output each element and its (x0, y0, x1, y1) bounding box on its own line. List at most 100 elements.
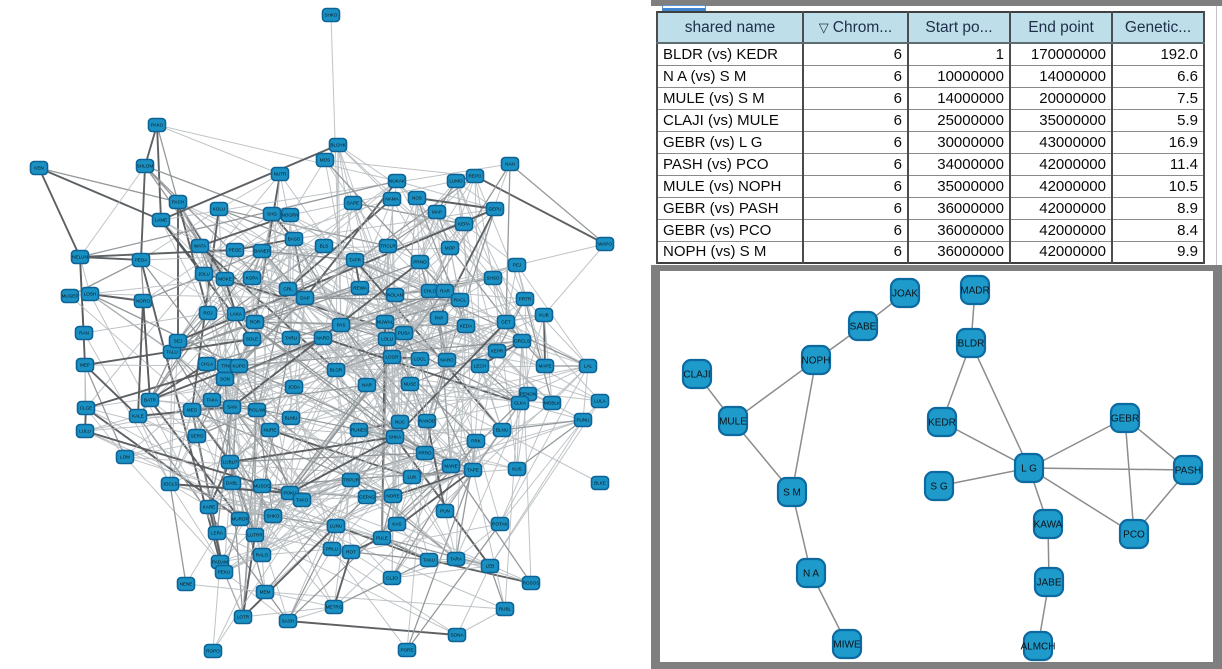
network-node-kupo[interactable] (229, 358, 249, 374)
network-node-nore[interactable] (383, 488, 403, 504)
table-row[interactable]: MULE (vs) NOPH 6 35000000 42000000 10.5 (656, 174, 1205, 198)
subnetwork-node-n-a[interactable] (795, 557, 827, 589)
network-node-ralo[interactable] (252, 547, 272, 563)
network-node-pach[interactable] (168, 194, 188, 210)
network-node-naro[interactable] (313, 330, 333, 346)
network-node-trpur[interactable] (341, 472, 361, 488)
network-node-pege[interactable] (225, 242, 245, 258)
subnetwork-node-pco[interactable] (1118, 518, 1150, 550)
network-node-map[interactable] (427, 204, 447, 220)
network-node-shlom[interactable] (135, 158, 155, 174)
network-node-shg[interactable] (262, 206, 282, 222)
subnetwork-node-almch[interactable] (1022, 630, 1054, 662)
network-node-chla[interactable] (197, 356, 217, 372)
network-node-rar[interactable] (435, 283, 455, 299)
network-node-nan[interactable] (500, 156, 520, 172)
network-node-sole[interactable] (242, 331, 262, 347)
network-node-keda[interactable] (456, 318, 476, 334)
network-node-bls[interactable] (314, 238, 334, 254)
network-node-joda[interactable] (284, 379, 304, 395)
network-node-leb[interactable] (480, 558, 500, 574)
network-node-shko[interactable] (263, 508, 283, 524)
network-node-pore[interactable] (397, 642, 417, 658)
network-node-ken[interactable] (29, 160, 49, 176)
table-row[interactable]: MULE (vs) S M 6 14000000 20000000 7.5 (656, 86, 1205, 110)
network-node-baso[interactable] (284, 231, 304, 247)
network-node-wapo[interactable] (595, 236, 615, 252)
network-node-blgr[interactable] (326, 362, 346, 378)
network-node-pule[interactable] (372, 530, 392, 546)
network-node-kus[interactable] (507, 461, 527, 477)
network-node-grl[interactable] (278, 281, 298, 297)
network-node-cljo[interactable] (382, 570, 402, 586)
subnetwork-node-joak[interactable] (889, 277, 921, 309)
network-node-kas[interactable] (387, 516, 407, 532)
network-node-tako[interactable] (292, 492, 312, 508)
network-node-mugep[interactable] (60, 288, 80, 304)
table-row[interactable]: NOPH (vs) S M 6 36000000 42000000 9.9 (656, 240, 1205, 264)
network-node-nos[interactable] (407, 190, 427, 206)
table-tab[interactable] (662, 5, 706, 11)
network-node-blnu[interactable] (492, 422, 512, 438)
network-node-pej[interactable] (507, 257, 527, 273)
subnetwork-node-kedr[interactable] (926, 406, 958, 438)
network-node-kare[interactable] (199, 499, 219, 515)
network-node-laka[interactable] (226, 306, 246, 322)
subnetwork-node-madr[interactable] (959, 274, 991, 306)
network-node-rewa[interactable] (350, 280, 370, 296)
network-node-potak[interactable] (490, 516, 510, 532)
network-node-nutr[interactable] (270, 166, 290, 182)
network-node-lame[interactable] (151, 212, 171, 228)
network-node-locl[interactable] (410, 351, 430, 367)
network-node-rubl[interactable] (495, 601, 515, 617)
network-node-nukak[interactable] (387, 173, 407, 189)
network-node-lom[interactable] (115, 449, 135, 465)
network-node-kopa[interactable] (242, 270, 262, 286)
network-node-losh[interactable] (80, 286, 100, 302)
column-header-shared-name[interactable]: shared name (656, 11, 804, 44)
network-node-peku[interactable] (214, 564, 234, 580)
network-node-prro[interactable] (415, 445, 435, 461)
subnetwork-node-kawa[interactable] (1032, 508, 1064, 540)
network-node-musog[interactable] (252, 478, 272, 494)
network-node-nelun[interactable] (70, 249, 90, 265)
network-node-prk[interactable] (466, 433, 486, 449)
network-node-sero[interactable] (187, 428, 207, 444)
network-node-kepr[interactable] (487, 343, 507, 359)
network-node-lunu[interactable] (326, 518, 346, 534)
network-node-pako[interactable] (147, 117, 167, 133)
network-node-blchk[interactable] (328, 137, 348, 153)
subnetwork-node-s-m[interactable] (776, 476, 808, 508)
network-node-lal[interactable] (578, 358, 598, 374)
network-node-nama[interactable] (382, 191, 402, 207)
network-node-grcls[interactable] (512, 333, 532, 349)
network-node-mape[interactable] (535, 358, 555, 374)
network-node-mos[interactable] (315, 152, 335, 168)
network-node-moblk[interactable] (542, 395, 562, 411)
table-row[interactable]: PASH (vs) PCO 6 34000000 42000000 11.4 (656, 152, 1205, 176)
network-node-pun[interactable] (435, 503, 455, 519)
network-node-son[interactable] (215, 371, 235, 387)
subnetwork-node-bldr[interactable] (955, 327, 987, 359)
column-header-start-position[interactable]: Start po... (907, 11, 1011, 44)
network-node-noro[interactable] (133, 293, 153, 309)
network-node-shko[interactable] (321, 7, 341, 23)
network-node-peda[interactable] (131, 252, 151, 268)
network-node-roj[interactable] (198, 305, 218, 321)
network-node-nuc[interactable] (390, 414, 410, 430)
network-node-repo[interactable] (465, 168, 485, 184)
network-node-moke[interactable] (215, 271, 235, 287)
subnetwork-node-noph[interactable] (800, 344, 832, 376)
network-node-lera[interactable] (207, 525, 227, 541)
network-node-clka[interactable] (510, 395, 530, 411)
table-row[interactable]: BLDR (vs) KEDR 6 1 170000000 192.0 (656, 42, 1205, 66)
network-node-tape[interactable] (463, 462, 483, 478)
network-node-punu[interactable] (573, 412, 593, 428)
table-row[interactable]: GEBR (vs) PCO 6 36000000 42000000 8.4 (656, 218, 1205, 242)
network-node-kub[interactable] (534, 307, 554, 323)
network-node-lech[interactable] (470, 358, 490, 374)
network-node-kolu[interactable] (209, 201, 229, 217)
network-node-ranod[interactable] (417, 413, 437, 429)
network-node-sona[interactable] (447, 627, 467, 643)
network-node-blke[interactable] (590, 475, 610, 491)
